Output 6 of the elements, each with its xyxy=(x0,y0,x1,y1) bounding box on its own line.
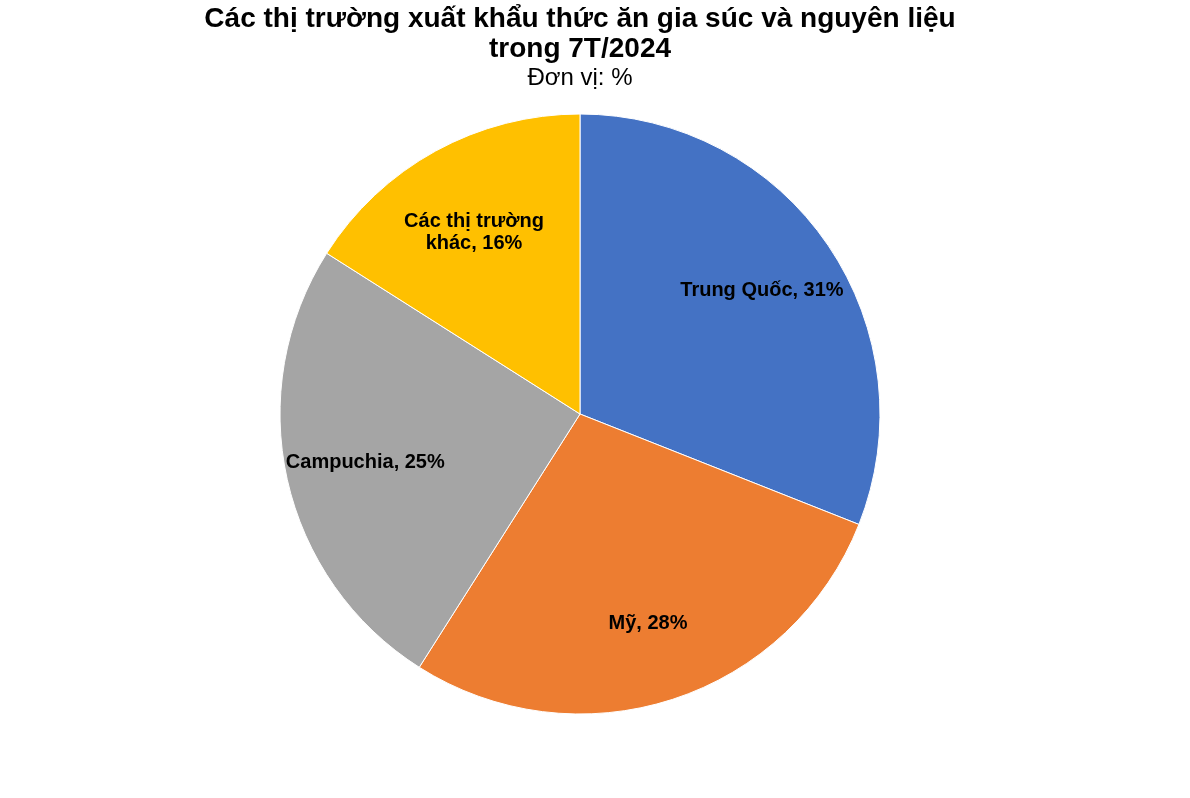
slice-label: Campuchia, 25% xyxy=(285,449,445,472)
slice-label: Các thị trường khác, 16% xyxy=(404,209,544,254)
slice-label: Mỹ, 28% xyxy=(608,611,688,634)
chart-subtitle: Đơn vị: % xyxy=(527,63,633,90)
slice-label: Trung Quốc, 31% xyxy=(680,278,844,301)
chart-title: Các thị trường xuất khẩu thức ăn gia súc và nguyên liệu trong 7T/2024 xyxy=(204,2,956,63)
